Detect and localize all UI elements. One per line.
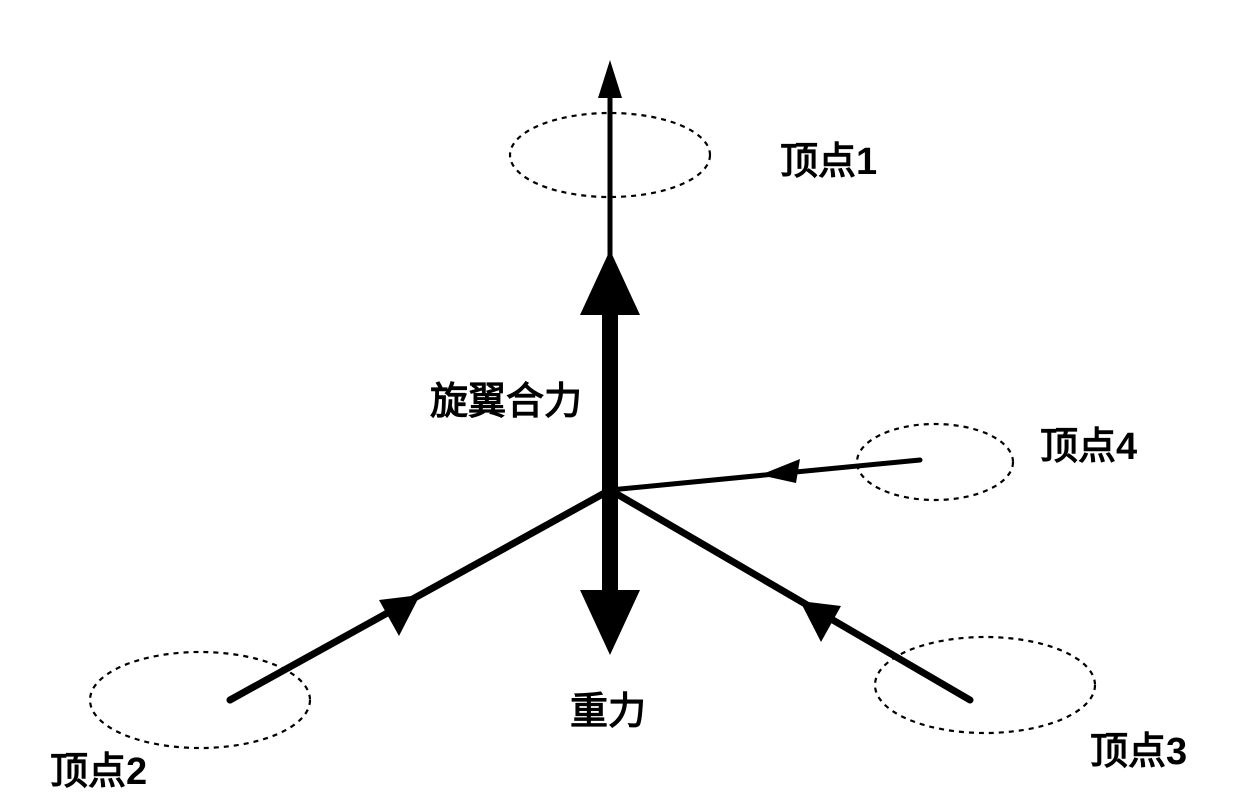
label-vertex4: 顶点4 [1040,415,1137,470]
label-lift: 旋翼合力 [430,370,582,425]
label-vertex2: 顶点2 [50,740,147,795]
label-vertex1: 顶点1 [780,130,877,185]
diagram-container: 顶点1 顶点2 顶点3 顶点4 旋翼合力 重力 [0,0,1240,802]
label-vertex3: 顶点3 [1090,720,1187,775]
label-gravity: 重力 [570,680,646,735]
